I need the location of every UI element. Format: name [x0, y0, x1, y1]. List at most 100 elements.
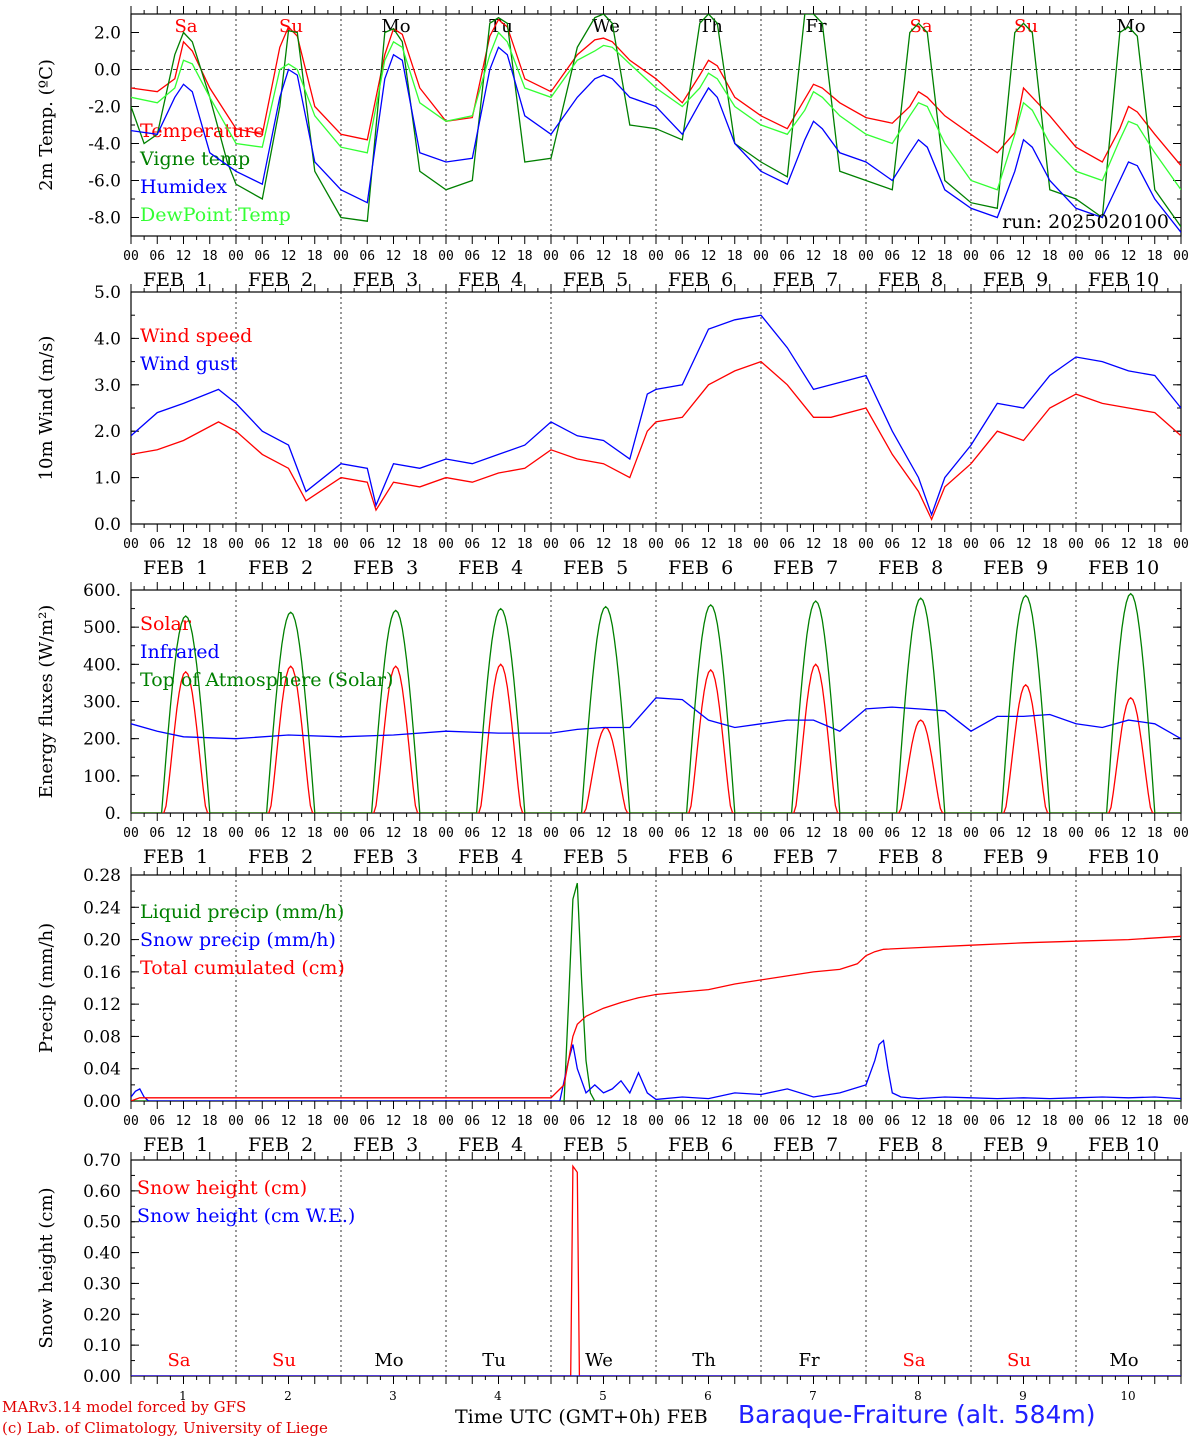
x-day-label: FEB 6	[668, 269, 733, 291]
x-hour-label: 00	[333, 826, 349, 841]
x-day-label: FEB 6	[668, 846, 733, 868]
x-hour-label: 12	[491, 537, 507, 552]
x-hour-label: 18	[727, 249, 743, 264]
model-credit: MARv3.14 model forced by GFS	[2, 1398, 247, 1416]
x-hour-label: 06	[674, 1114, 690, 1129]
x-hour-label: 12	[911, 1114, 927, 1129]
x-hour-label: 12	[1121, 1114, 1137, 1129]
x-hour-label: 00	[1173, 826, 1189, 841]
x-hour-label: 06	[674, 826, 690, 841]
legend-entry: Solar	[140, 613, 192, 635]
panel-2: 0.0 1.0 2.0 3.0 4.0 5.0 10m Wind (m/s) 00 06 12 18…	[36, 283, 1189, 579]
y-tick-label: 0.00	[83, 1092, 121, 1112]
day-number-label: 2	[284, 1389, 292, 1403]
y-tick-label: 0.0	[94, 61, 121, 81]
x-hour-label: 00	[228, 1114, 244, 1129]
legend-entry: DewPoint Temp	[140, 204, 291, 226]
legend-entry: Total cumulated (cm)	[140, 957, 345, 979]
x-day-label: FEB 2	[248, 269, 313, 291]
x-hour-label: 00	[543, 537, 559, 552]
x-day-label: FEB 9	[983, 846, 1048, 868]
x-hour-label: 06	[779, 249, 795, 264]
x-hour-label: 00	[753, 1114, 769, 1129]
x-hour-label: 12	[701, 1114, 717, 1129]
x-day-label: FEB 3	[353, 557, 418, 579]
x-hour-label: 06	[569, 249, 585, 264]
x-hour-label: 12	[806, 537, 822, 552]
y-tick-label: 1.0	[94, 469, 121, 489]
x-hour-label: 18	[412, 537, 428, 552]
x-hour-label: 06	[884, 249, 900, 264]
x-hour-label: 18	[832, 249, 848, 264]
x-hour-label: 06	[779, 826, 795, 841]
y-tick-label: 0.00	[83, 1367, 121, 1387]
legend-entry: Temperature	[140, 120, 264, 142]
x-hour-label: 06	[674, 537, 690, 552]
x-hour-label: 18	[1147, 826, 1163, 841]
y-tick-label: 0.20	[83, 1305, 121, 1325]
panel-5: 0.00 0.10 0.20 0.30 0.40 0.50 0.60 0.70 Snow hei…	[36, 1151, 1182, 1403]
x-hour-label: 12	[596, 1114, 612, 1129]
x-day-label: FEB 10	[1088, 269, 1159, 291]
legend-entry: Top of Atmosphere (Solar)	[140, 669, 393, 691]
x-hour-label: 12	[806, 826, 822, 841]
x-hour-label: 00	[438, 537, 454, 552]
x-hour-label: 12	[806, 249, 822, 264]
x-hour-label: 06	[464, 249, 480, 264]
x-hour-label: 00	[1068, 249, 1084, 264]
y-tick-label: 0.70	[83, 1151, 121, 1171]
x-day-label: FEB 9	[983, 1134, 1048, 1156]
y-tick-label: 2.0	[94, 24, 121, 44]
x-hour-label: 18	[832, 826, 848, 841]
x-day-label: FEB 8	[878, 557, 943, 579]
weekday-label: Fr	[798, 1350, 819, 1371]
x-hour-label: 00	[543, 826, 559, 841]
y-tick-label: 300.	[83, 693, 121, 713]
legend-entry: Snow precip (mm/h)	[140, 929, 336, 951]
y-tick-label: 0.0	[94, 515, 121, 535]
weekday-label: Mo	[1116, 16, 1145, 37]
time-axis-label: Time UTC (GMT+0h) FEB	[455, 1406, 708, 1428]
y-tick-label: 0.10	[83, 1336, 121, 1356]
x-hour-label: 18	[307, 537, 323, 552]
y-tick-label: 400.	[83, 655, 121, 675]
weekday-label: Sa	[902, 1350, 925, 1371]
x-hour-label: 18	[1147, 249, 1163, 264]
x-hour-label: 12	[386, 537, 402, 552]
x-hour-label: 12	[701, 826, 717, 841]
x-hour-label: 18	[517, 537, 533, 552]
x-hour-label: 06	[464, 537, 480, 552]
x-hour-label: 00	[1173, 1114, 1189, 1129]
x-day-label: FEB 10	[1088, 1134, 1159, 1156]
x-hour-label: 00	[1068, 826, 1084, 841]
x-hour-label: 12	[281, 249, 297, 264]
x-hour-label: 06	[989, 537, 1005, 552]
x-hour-label: 12	[491, 1114, 507, 1129]
x-hour-label: 00	[123, 249, 139, 264]
x-hour-label: 06	[359, 1114, 375, 1129]
x-hour-label: 18	[937, 1114, 953, 1129]
y-axis-label: 2m Temp. (ºC)	[36, 59, 57, 191]
x-hour-label: 06	[254, 1114, 270, 1129]
x-hour-label: 18	[1042, 1114, 1058, 1129]
x-hour-label: 00	[123, 826, 139, 841]
legend-entry: Vigne temp	[139, 148, 250, 170]
weekday-label: Tu	[489, 16, 513, 37]
y-tick-label: 0.30	[83, 1274, 121, 1294]
y-tick-label: 500.	[83, 618, 121, 638]
x-hour-label: 12	[491, 826, 507, 841]
x-hour-label: 00	[648, 249, 664, 264]
weekday-label: Tu	[482, 1350, 506, 1371]
x-day-label: FEB 7	[773, 557, 838, 579]
y-tick-label: -2.0	[88, 98, 121, 118]
x-hour-label: 18	[622, 1114, 638, 1129]
x-hour-label: 00	[858, 1114, 874, 1129]
x-day-label: FEB 6	[668, 1134, 733, 1156]
legend-entry: Humidex	[140, 176, 227, 198]
x-hour-label: 18	[622, 537, 638, 552]
x-hour-label: 18	[832, 1114, 848, 1129]
legend-entry: Infrared	[140, 641, 220, 663]
weekday-label: We	[585, 1350, 613, 1371]
x-hour-label: 00	[438, 249, 454, 264]
